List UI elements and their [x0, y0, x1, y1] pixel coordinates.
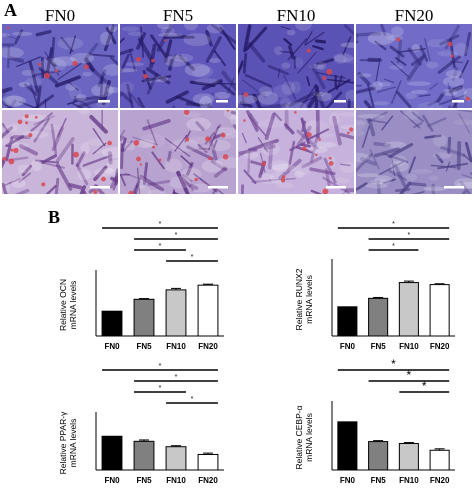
- cebpa-bar-fn0: [337, 421, 358, 471]
- ocn-tick-label-fn20: FN20: [198, 342, 218, 351]
- pparg-bar-fn10: [165, 446, 187, 471]
- pparg-significance-star-2: *: [175, 374, 178, 381]
- cebpa-tick-label-fn5: FN5: [371, 476, 387, 485]
- cebpa-bar-fn10: [398, 443, 419, 471]
- ocn-tick-label-fn5: FN5: [136, 342, 152, 351]
- ocn-significance-star-4: *: [191, 254, 194, 261]
- column-label-fn20: FN20: [394, 6, 434, 25]
- ocn-significance-star-1: *: [159, 221, 162, 228]
- pparg-bar-fn0: [101, 435, 123, 471]
- runx2-bar-chart: Relative RUNX2mRNA levels FN0 FN5 FN10 FN20 *…: [250, 220, 465, 360]
- runx2-bar-fn10: [398, 282, 419, 337]
- pparg-tick-label-fn20: FN20: [198, 476, 218, 485]
- runx2-tick-label-fn5: FN5: [371, 342, 387, 351]
- column-label-fn0: FN0: [44, 6, 76, 25]
- column-label-fn10: FN10: [276, 6, 316, 25]
- ocn-bar-chart: Relative OCNmRNA levels FN0 FN5 FN10 FN20 * * *…: [14, 220, 234, 360]
- ocn-bar-fn10: [165, 289, 187, 337]
- runx2-bar-fn20: [429, 284, 450, 337]
- micrograph-low-mag-fn5: [120, 24, 236, 114]
- runx2-tick-label-fn0: FN0: [340, 342, 356, 351]
- pparg-tick-label-fn0: FN0: [104, 476, 120, 485]
- runx2-y-label: Relative RUNX2mRNA levels: [294, 268, 314, 330]
- ocn-bar-fn0: [101, 310, 123, 337]
- micrograph-high-mag-fn10: [238, 110, 354, 200]
- micrograph-high-mag-fn0: [2, 110, 118, 200]
- ocn-significance-star-2: *: [175, 232, 178, 239]
- column-label-fn5: FN5: [162, 6, 194, 25]
- pparg-significance-star-4: *: [191, 396, 194, 403]
- cebpa-tick-label-fn20: FN20: [430, 476, 450, 485]
- micrograph-high-mag-fn5: [120, 110, 236, 200]
- pparg-tick-label-fn5: FN5: [136, 476, 152, 485]
- cebpa-significance-star-2: *: [407, 368, 412, 382]
- ocn-tick-label-fn0: FN0: [104, 342, 120, 351]
- cebpa-y-label: Relative CEBP-αmRNA levels: [294, 405, 314, 469]
- cebpa-bar-fn20: [429, 449, 450, 471]
- pparg-bar-fn5: [133, 440, 155, 471]
- cebpa-significance-star-3: *: [422, 379, 427, 393]
- micrograph-low-mag-fn0: [2, 24, 118, 114]
- cebpa-tick-label-fn0: FN0: [340, 476, 356, 485]
- pparg-bar-chart: Relative PPAR-γmRNA levels FN0 FN5 FN10 FN20…: [14, 362, 234, 494]
- pparg-significance-star-1: *: [159, 363, 162, 370]
- pparg-significance-star-3: *: [159, 385, 162, 392]
- runx2-bar-fn0: [337, 306, 358, 337]
- ocn-bar-fn20: [197, 284, 219, 337]
- ocn-bar-fn5: [133, 298, 155, 337]
- micrograph-low-mag-fn20: [356, 24, 472, 114]
- cebpa-bar-fn5: [368, 441, 389, 471]
- pparg-y-label: Relative PPAR-γmRNA levels: [58, 411, 78, 474]
- runx2-tick-label-fn10: FN10: [399, 342, 419, 351]
- runx2-significance-star-2: *: [408, 232, 411, 239]
- panel-a-letter: A: [4, 0, 17, 20]
- ocn-tick-label-fn10: FN10: [166, 342, 186, 351]
- micrograph-high-mag-fn20: [356, 110, 472, 200]
- pparg-bar-fn20: [197, 453, 219, 471]
- panel-b-letter: B: [48, 207, 61, 227]
- runx2-bar-fn5: [368, 297, 389, 337]
- runx2-significance-star-1: *: [392, 221, 395, 228]
- cebpa-bar-chart: Relative CEBP-αmRNA levels FN0 FN5 FN10 FN20…: [250, 357, 465, 494]
- runx2-significance-star-3: *: [392, 243, 395, 250]
- cebpa-significance-star-1: *: [391, 357, 396, 371]
- micrograph-low-mag-fn10: [238, 24, 354, 114]
- runx2-tick-label-fn20: FN20: [430, 342, 450, 351]
- cebpa-tick-label-fn10: FN10: [399, 476, 419, 485]
- pparg-tick-label-fn10: FN10: [166, 476, 186, 485]
- ocn-y-label: Relative OCNmRNA levels: [58, 279, 78, 331]
- ocn-significance-star-3: *: [159, 243, 162, 250]
